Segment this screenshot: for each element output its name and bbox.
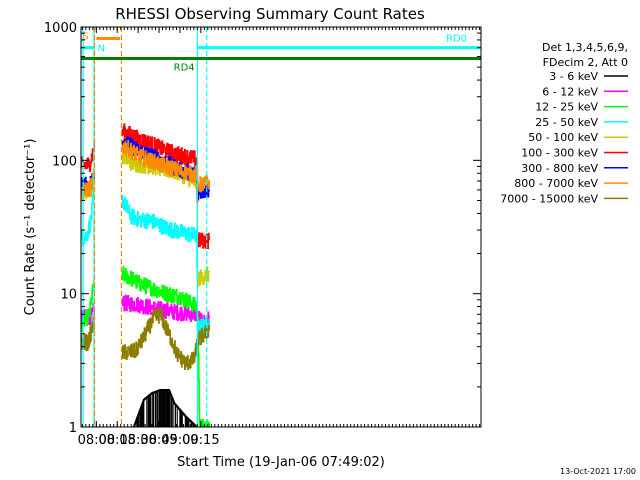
- series-12-25kev: [81, 265, 210, 427]
- series-line: [197, 316, 210, 427]
- series-line: [121, 123, 199, 203]
- legend-label: 300 - 800 keV: [521, 162, 598, 175]
- x-tick-label: 08:00: [78, 433, 115, 448]
- legend-label: 7000 - 15000 keV: [500, 192, 598, 205]
- legend-label: 3 - 6 keV: [549, 70, 598, 83]
- x-axis-label: Start Time (19-Jan-06 07:49:02): [177, 455, 385, 470]
- y-tick-label: 10: [60, 288, 77, 303]
- legend-label: 800 - 7000 keV: [514, 177, 598, 190]
- flag-label: N: [98, 44, 105, 55]
- footer-date: 13-Oct-2021 17:00: [560, 467, 636, 476]
- legend-header-line1: Det 1,3,4,5,6,9,: [542, 41, 628, 54]
- x-tick-label: 09:15: [182, 433, 219, 448]
- legend-items: 3 - 6 keV 6 - 12 keV 12 - 25 keV 25 - 50 ke…: [500, 70, 628, 205]
- series-line: [197, 232, 210, 250]
- plot-segments: [81, 123, 210, 427]
- series-line: [121, 307, 199, 371]
- series-line: [121, 294, 199, 323]
- y-axis-label: Count Rate (s⁻¹ detector⁻¹): [23, 139, 38, 316]
- series-line: [197, 324, 210, 346]
- x-tick-label: 09:00: [161, 433, 198, 448]
- flag-label: RD4: [174, 63, 195, 74]
- y-axis: 1 10 100 1000: [44, 21, 481, 436]
- legend-label: 25 - 50 keV: [535, 116, 598, 129]
- plot-area: SN RD4 RD0: [80, 26, 482, 428]
- flag-label: S: [82, 31, 88, 42]
- vertical-markers: [82, 27, 208, 427]
- series-line: [121, 265, 199, 317]
- y-tick-label: 100: [52, 154, 77, 169]
- y-tick-label: 1: [69, 421, 77, 436]
- series-line: [121, 140, 199, 183]
- flag-label: RD0: [446, 34, 467, 45]
- legend: Det 1,3,4,5,6,9, FDecim 2, Att 0 3 - 6 k…: [500, 41, 628, 205]
- x-tick-label: 08:30: [119, 433, 156, 448]
- legend-label: 12 - 25 keV: [535, 101, 598, 114]
- x-tick-label: 08:15: [99, 433, 136, 448]
- y-tick-label: 1000: [44, 21, 77, 36]
- series-line: [197, 266, 210, 287]
- legend-label: 100 - 300 keV: [521, 147, 598, 160]
- legend-label: 6 - 12 keV: [542, 85, 598, 98]
- series-line: [121, 195, 199, 282]
- chart-title: RHESSI Observing Summary Count Rates: [115, 5, 425, 23]
- legend-label: 50 - 100 keV: [528, 131, 598, 144]
- x-tick-label: 08:45: [140, 433, 177, 448]
- series-line: [197, 175, 210, 193]
- legend-header-line2: FDecim 2, Att 0: [543, 56, 628, 69]
- series-3-6kev-spikes: [133, 389, 196, 427]
- flag-bars: SN RD4 RD0: [81, 31, 481, 74]
- series-line: [197, 183, 210, 201]
